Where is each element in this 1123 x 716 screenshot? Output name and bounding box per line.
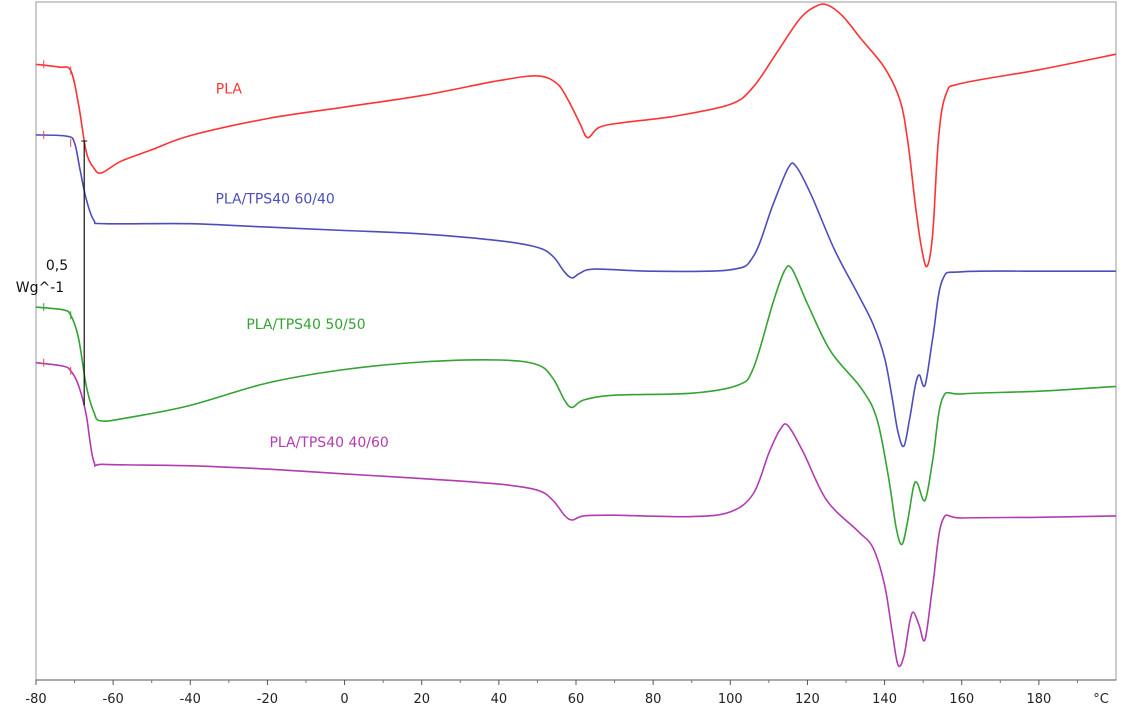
x-axis-ticks: -80 -60 -40 -20 0 20 40 60 80 100 120 140 160 180 — [25, 680, 1078, 707]
x-tick-label: 20 — [413, 692, 430, 707]
series-line-pla-tps40-50-50 — [35, 265, 1117, 546]
x-tick-label: -60 — [103, 692, 124, 707]
x-tick-label: 140 — [872, 692, 897, 707]
series-line-pla-tps40-60-40 — [35, 134, 1117, 448]
series-label-pla-tps40-40-60: PLA/TPS40 40/60 — [269, 435, 388, 451]
scale-bar-value: 0,5 — [46, 258, 68, 274]
x-tick-label: 60 — [568, 692, 585, 707]
series-label-pla: PLA — [216, 82, 243, 98]
series-labels: PLA PLA/TPS40 60/40 PLA/TPS40 50/50 PLA/TPS… — [215, 82, 388, 451]
x-tick-label: -20 — [257, 692, 278, 707]
scale-bar-unit: Wg^-1 — [16, 280, 64, 296]
series-label-pla-tps40-60-40: PLA/TPS40 60/40 — [215, 191, 334, 207]
series-group — [35, 3, 1117, 668]
series-line-pla-tps40-40-60 — [35, 361, 1117, 668]
series-line-pla — [35, 3, 1117, 268]
x-tick-label: 160 — [949, 692, 974, 707]
x-tick-label: -40 — [180, 692, 201, 707]
x-tick-label: 40 — [491, 692, 508, 707]
x-tick-label: -80 — [25, 692, 46, 707]
x-tick-label: 120 — [795, 692, 820, 707]
x-tick-label: 100 — [718, 692, 743, 707]
x-axis-unit: °C — [1093, 692, 1109, 707]
x-tick-label: 0 — [340, 692, 348, 707]
x-tick-label: 180 — [1026, 692, 1051, 707]
x-tick-label: 80 — [645, 692, 662, 707]
series-label-pla-tps40-50-50: PLA/TPS40 50/50 — [246, 317, 365, 333]
plot-frame — [35, 1, 1117, 681]
scale-bar: 0,5 Wg^-1 — [16, 140, 88, 406]
